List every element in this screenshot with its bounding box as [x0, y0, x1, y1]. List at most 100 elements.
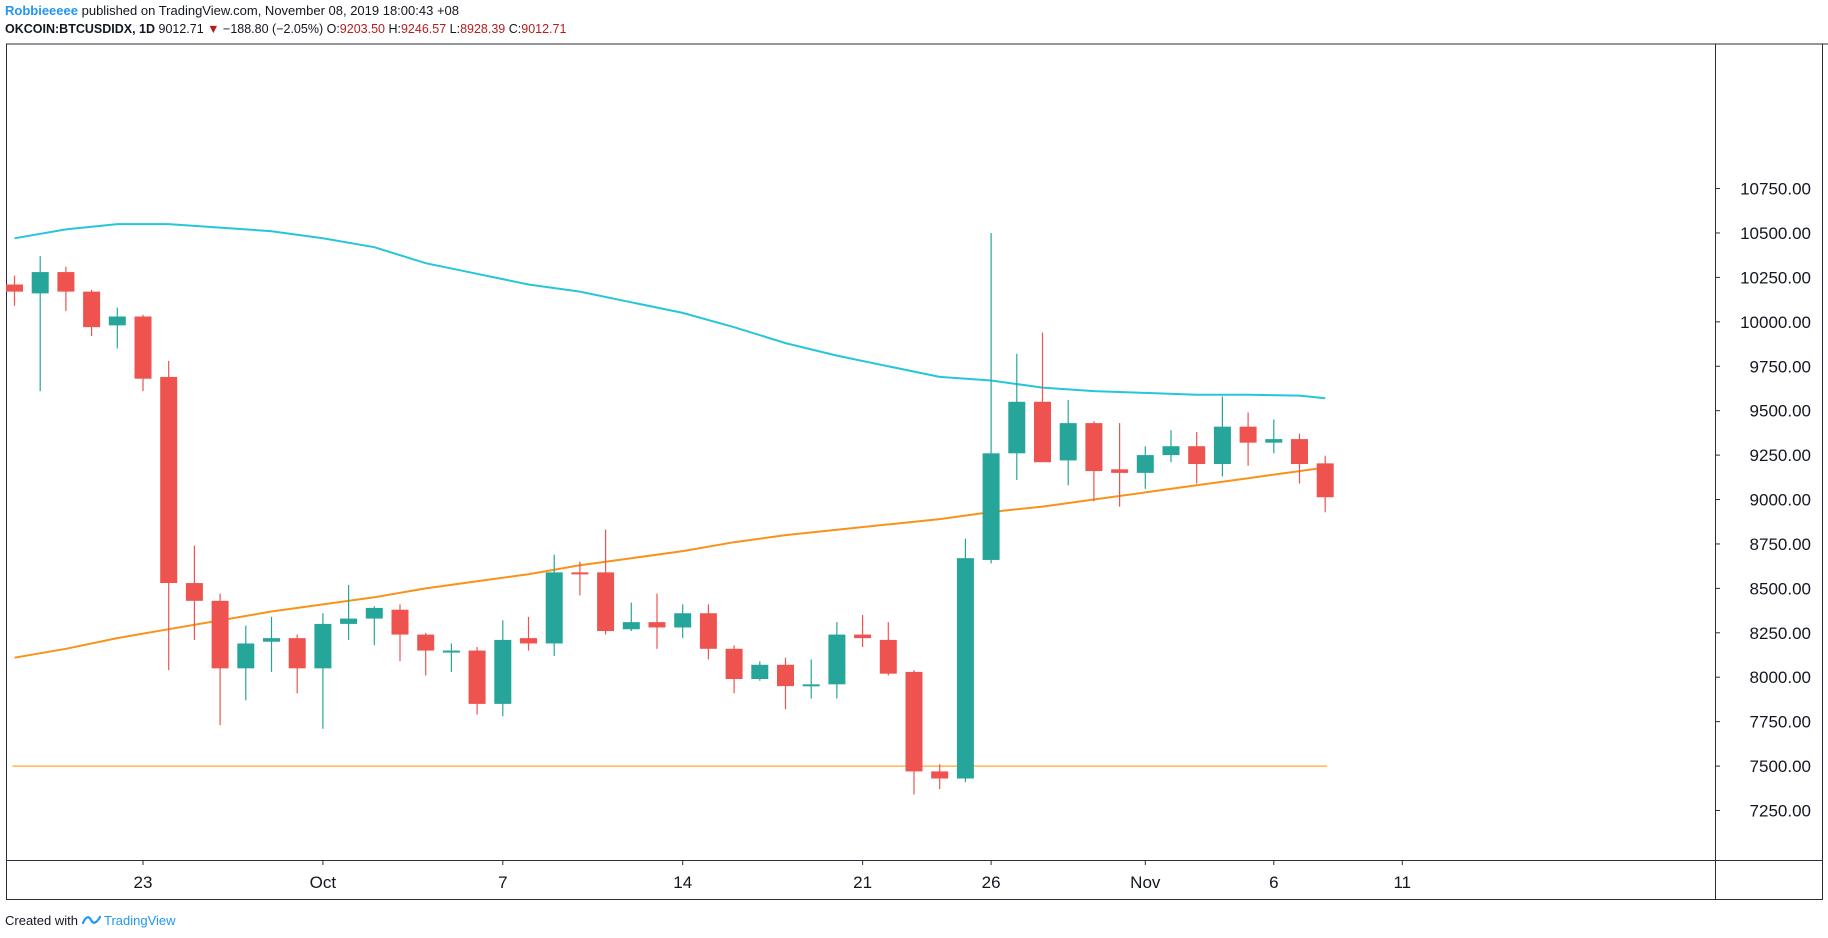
- candle-down: [1034, 332, 1051, 463]
- symbol-ohlc-bar: OKCOIN:BTCUSDIDX, 1D 9012.71 ▼ −188.80 (…: [5, 21, 566, 37]
- down-arrow-icon: ▼: [207, 22, 220, 36]
- candle-body: [751, 664, 769, 680]
- candle-body: [1111, 469, 1129, 473]
- price-tick-label: 8000.00: [1750, 668, 1811, 687]
- candle-up: [751, 661, 769, 681]
- time-tick-label: 21: [853, 873, 872, 892]
- open-value: 9203.50: [339, 22, 385, 36]
- candle-down: [648, 593, 666, 649]
- published-text: published on TradingView.com, November 0…: [81, 3, 459, 18]
- time-axis[interactable]: 23 Oct 7 14 21 26 Nov 6 11: [134, 860, 1412, 892]
- candle-down: [1111, 423, 1129, 507]
- candle-down: [571, 561, 589, 596]
- candle-body: [828, 634, 846, 685]
- candle-down: [391, 604, 409, 662]
- candle-body: [442, 650, 460, 653]
- candle-body: [1316, 463, 1334, 498]
- candle-up: [31, 256, 49, 392]
- candle-down: [699, 604, 717, 660]
- candle-body: [288, 638, 306, 669]
- candle-down: [905, 670, 923, 795]
- candle-down: [1188, 431, 1206, 484]
- candle-body: [1188, 446, 1206, 464]
- price-tick-label: 8250.00: [1750, 624, 1811, 643]
- candle-body: [6, 284, 23, 292]
- candle-body: [956, 558, 974, 779]
- candle-body: [931, 771, 949, 779]
- candle-down: [725, 645, 743, 694]
- candle-body: [1085, 423, 1103, 472]
- candle-down: [597, 529, 615, 635]
- candle-up: [263, 616, 280, 672]
- candle-up: [1059, 400, 1077, 486]
- candle-body: [211, 600, 229, 669]
- price-tick-label: 7750.00: [1750, 713, 1811, 732]
- candle-up: [365, 606, 383, 646]
- candle-down: [879, 622, 897, 676]
- time-tick-label: 14: [673, 873, 692, 892]
- candle-body: [340, 618, 358, 624]
- candle-body: [83, 291, 101, 328]
- tradingview-logo-icon: [81, 915, 102, 925]
- price-tick-label: 9500.00: [1750, 402, 1811, 421]
- candle-body: [982, 453, 1000, 560]
- symbol-label: OKCOIN:BTCUSDIDX, 1D: [5, 22, 156, 36]
- candle-body: [520, 638, 537, 644]
- candle-body: [1136, 455, 1154, 473]
- candle-body: [905, 671, 923, 772]
- candle-up: [1162, 430, 1180, 463]
- close-value: 9012.71: [521, 22, 567, 36]
- candle-down: [134, 314, 152, 392]
- high-value: 9246.57: [400, 22, 447, 36]
- candle-down: [1316, 455, 1334, 513]
- candle-up: [545, 554, 563, 656]
- candle-body: [854, 634, 872, 639]
- candle-down: [211, 593, 229, 726]
- candle-down: [520, 616, 537, 651]
- candle-down: [931, 764, 949, 790]
- author-name[interactable]: Robbieeeee: [5, 3, 78, 18]
- price-axis[interactable]: 7250.00 7500.00 7750.00 8000.00 8250.00 8500.…: [1715, 180, 1811, 821]
- moving-average-cyan: [14, 223, 1326, 400]
- candle-body: [185, 583, 203, 601]
- candle-down: [468, 647, 486, 715]
- candle-body: [622, 622, 640, 630]
- candles-layer: [6, 232, 1334, 795]
- price-tick-label: 8750.00: [1750, 535, 1811, 554]
- candle-up: [340, 584, 358, 640]
- candle-body: [699, 613, 717, 649]
- candle-down: [160, 360, 178, 671]
- candle-down: [1291, 433, 1308, 484]
- candle-up: [314, 613, 332, 729]
- created-with-text: Created with: [5, 913, 78, 928]
- candle-down: [1085, 421, 1103, 502]
- candle-body: [1059, 423, 1077, 461]
- candle-body: [417, 634, 435, 651]
- candle-up: [802, 659, 820, 699]
- candle-body: [1213, 426, 1231, 464]
- time-tick-label: Nov: [1130, 873, 1161, 892]
- candle-up: [442, 643, 460, 672]
- moving-averages: [14, 223, 1326, 659]
- candle-up: [494, 620, 512, 717]
- candle-down: [288, 634, 306, 694]
- open-label: O:: [326, 22, 340, 36]
- candle-body: [1034, 401, 1051, 463]
- footer: Created with TradingView: [5, 912, 176, 930]
- price-tick-label: 10750.00: [1740, 180, 1811, 199]
- candle-body: [31, 272, 49, 294]
- candle-body: [237, 643, 255, 669]
- price-tick-label: 8500.00: [1750, 579, 1811, 598]
- candle-body: [674, 613, 692, 628]
- candle-up: [1008, 353, 1026, 480]
- price-tick-label: 9000.00: [1750, 491, 1811, 510]
- tradingview-link[interactable]: TradingView: [81, 912, 176, 930]
- candle-body: [879, 639, 897, 674]
- candle-down: [185, 545, 203, 640]
- candle-up: [237, 625, 255, 701]
- candle-down: [1239, 412, 1257, 466]
- candle-up: [982, 232, 1000, 564]
- candle-body: [108, 316, 126, 326]
- publication-info: Robbieeeee published on TradingView.com,…: [5, 3, 459, 19]
